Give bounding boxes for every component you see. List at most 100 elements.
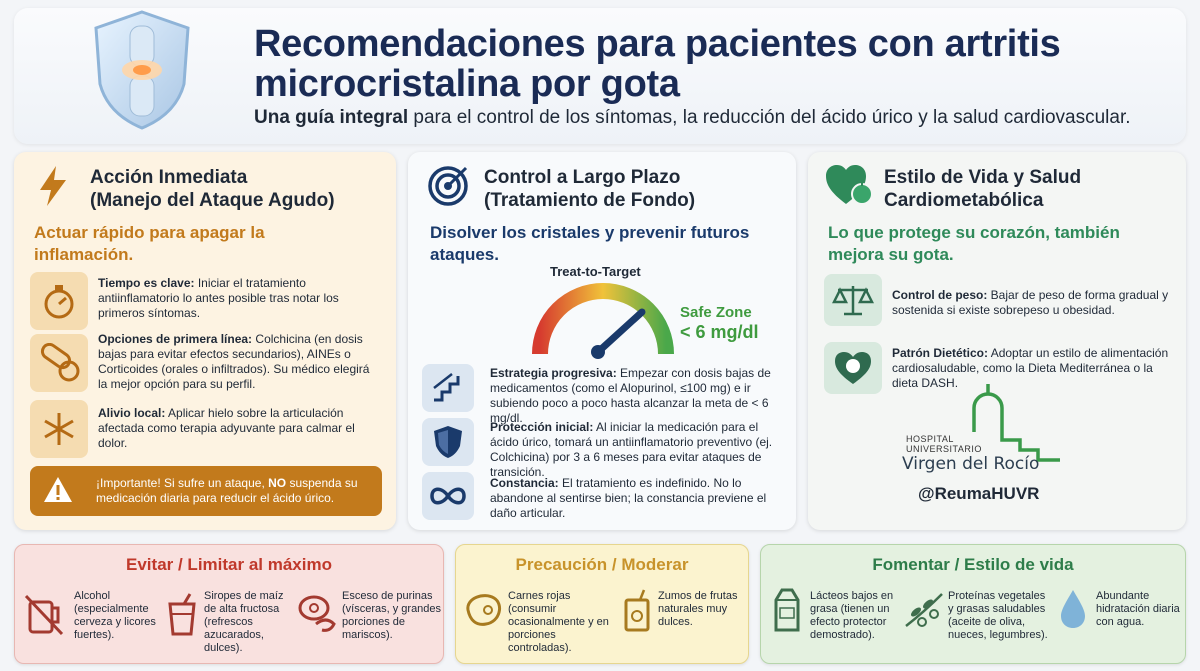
- card-acute-title: Acción Inmediata (Manejo del Ataque Agud…: [90, 166, 390, 212]
- acute-item-2-body: Colchicina (en dosis bajas para evitar e…: [98, 332, 370, 391]
- card-acute-sub-line-2: inflamación.: [34, 245, 134, 264]
- subtitle-rest: para el control de los síntomas, la redu…: [408, 107, 1131, 128]
- lifestyle-item-1-label: Control de peso:: [892, 288, 988, 302]
- card-lifestyle-subtitle: Lo que protege su corazón, también mejor…: [828, 222, 1178, 266]
- title-line-2: microcristalina por gota: [254, 63, 680, 105]
- page-subtitle: Una guía integral para el control de los…: [254, 106, 1174, 130]
- card-lifestyle-sub-line-2: mejora su gota.: [828, 245, 954, 264]
- longterm-item-3-body: El tratamiento es indefinido. No lo aban…: [490, 476, 767, 520]
- acute-item-1-text: Tiempo es clave: Iniciar el tratamiento …: [98, 276, 374, 321]
- longterm-item-2-text: Protección inicial: Al iniciar la medica…: [490, 420, 784, 480]
- snowflake-icon: [44, 413, 74, 445]
- olive-branch-icon: [905, 593, 943, 627]
- safe-zone-line-1: Safe Zone: [680, 304, 752, 321]
- card-lifestyle-title: Estilo de Vida y Salud Cardiometabólica: [884, 166, 1180, 212]
- warning-no: NO: [268, 476, 287, 490]
- lifestyle-item-2-label: Patrón Dietético:: [892, 346, 989, 360]
- warning-important: ¡Importante!: [96, 476, 161, 490]
- title-line-1: Recomendaciones para pacientes con artri…: [254, 23, 1061, 65]
- safe-zone-value: < 6 mg/dl: [680, 322, 759, 342]
- pills-icon-box: [30, 334, 88, 392]
- avoid-panel: [14, 544, 444, 664]
- longterm-item-1-label: Estrategia progresiva:: [490, 366, 617, 380]
- card-longterm-title-line-1: Control a Largo Plazo: [484, 167, 681, 188]
- scale-icon-box: [824, 274, 882, 326]
- scale-icon: [832, 286, 874, 316]
- hospital-logo-icon: [972, 384, 1060, 462]
- heart-plate-icon-box: [824, 342, 882, 394]
- acute-item-3-body: Aplicar hielo sobre la articulación afec…: [98, 406, 355, 450]
- stairs-icon-box: [422, 364, 474, 412]
- acute-item-2-text: Opciones de primera línea: Colchicina (e…: [98, 332, 380, 392]
- steak-icon: [466, 594, 502, 626]
- card-longterm: [408, 152, 796, 530]
- hospital-small-2: UNIVERSITARIO: [906, 444, 982, 454]
- shield-icon-box: [422, 418, 474, 466]
- card-longterm-subtitle: Disolver los cristales y prevenir futuro…: [430, 222, 790, 266]
- avoid-item-3-text: Esceso de purinas (vísceras, y grandes p…: [342, 590, 442, 641]
- card-lifestyle-title-line-2: Cardiometabólica: [884, 190, 1044, 211]
- card-acute-sub-line-1: Actuar rápido para apagar la: [34, 223, 265, 242]
- card-longterm-title-line-2: (Tratamiento de Fondo): [484, 190, 696, 211]
- longterm-item-1-body: Empezar con dosis bajas de medicamentos …: [490, 366, 771, 425]
- longterm-item-1-text: Estrategia progresiva: Empezar con dosis…: [490, 366, 782, 426]
- gauge-icon: [532, 283, 674, 359]
- encourage-item-1-text: Lácteos bajos en grasa (tienen un efecto…: [810, 590, 894, 641]
- warning-triangle-icon: [44, 477, 72, 502]
- hospital-name: Virgen del Rocío: [902, 454, 1040, 474]
- snowflake-icon-box: [30, 400, 88, 458]
- infinity-icon-box: [422, 472, 474, 520]
- stairs-icon: [433, 373, 460, 402]
- soda-cup-icon: [168, 593, 196, 636]
- card-lifestyle-title-line-1: Estilo de Vida y Salud: [884, 167, 1082, 188]
- caution-title: Precaución / Moderar: [515, 555, 689, 574]
- juice-box-icon: [624, 589, 650, 632]
- acute-item-2-label: Opciones de primera línea:: [98, 332, 253, 346]
- card-acute-subtitle: Actuar rápido para apagar la inflamación…: [34, 222, 384, 266]
- stopwatch-icon-box: [30, 272, 88, 330]
- no-beer-icon: [24, 594, 64, 636]
- warning-text: ¡Importante! Si sufre un ataque, NO susp…: [96, 476, 376, 506]
- warning-mid: Si sufre un ataque,: [160, 476, 269, 490]
- acute-item-3-text: Alivio local: Aplicar hielo sobre la art…: [98, 406, 374, 451]
- meat-shrimp-icon: [298, 595, 336, 632]
- caution-panel: [455, 544, 749, 664]
- stopwatch-icon: [44, 285, 74, 319]
- acute-item-1-label: Tiempo es clave:: [98, 276, 195, 290]
- encourage-item-2-text: Proteínas vegetales y grasas saludables …: [948, 590, 1048, 641]
- caution-item-1-text: Carnes rojas (consumir ocasionalmente y …: [508, 590, 609, 654]
- longterm-item-2-body: Al iniciar la medicación para el ácido ú…: [490, 420, 773, 479]
- page-title: Recomendaciones para pacientes con artri…: [254, 24, 1174, 104]
- infinity-icon: [430, 487, 466, 505]
- header-banner: [14, 8, 1186, 144]
- water-drop-icon: [1061, 590, 1085, 628]
- longterm-item-3-label: Constancia:: [490, 476, 559, 490]
- avoid-item-1-text: Alcohol (especialmente cerveza y licores…: [74, 590, 156, 641]
- lifestyle-item-2-body: Adoptar un estilo de alimentación cardio…: [892, 346, 1169, 390]
- avoid-item-2-text: Siropes de maíz de alta fructosa (refres…: [204, 590, 284, 654]
- longterm-item-2-label: Protección inicial:: [490, 420, 594, 434]
- card-longterm-sub-line-1: Disolver los cristales y prevenir futuro…: [430, 223, 750, 242]
- heart-apple-icon: [826, 165, 873, 205]
- hospital-small-1: HOSPITAL: [906, 434, 954, 444]
- subtitle-bold: Una guía integral: [254, 107, 409, 128]
- card-lifestyle-sub-line-1: Lo que protege su corazón, también: [828, 223, 1120, 242]
- longterm-item-3-text: Constancia: El tratamiento es indefinido…: [490, 476, 780, 521]
- lifestyle-item-1-text: Control de peso: Bajar de peso de forma …: [892, 288, 1178, 318]
- milk-carton-icon: [774, 588, 800, 632]
- caution-item-2-text: Zumos de frutas naturales muy dulces.: [658, 590, 738, 628]
- pills-icon: [40, 343, 80, 382]
- lightning-icon: [40, 166, 66, 206]
- lifestyle-item-2-text: Patrón Dietético: Adoptar un estilo de a…: [892, 346, 1178, 391]
- acute-item-1-body: Iniciar el tratamiento antiinflamatorio …: [98, 276, 339, 320]
- shield-icon: [434, 426, 462, 458]
- encourage-title: Fomentar / Estilo de vida: [872, 555, 1074, 574]
- heart-plate-icon: [835, 352, 871, 384]
- encourage-item-3-text: Abundante hidratación diaria con agua.: [1096, 590, 1180, 628]
- card-acute-title-line-1: Acción Inmediata: [90, 167, 248, 188]
- safe-zone-label: Safe Zone: [680, 304, 752, 322]
- card-longterm-title: Control a Largo Plazo (Tratamiento de Fo…: [484, 166, 784, 212]
- twitter-handle: @ReumaHUVR: [918, 484, 1040, 503]
- card-longterm-sub-line-2: ataques.: [430, 245, 499, 264]
- encourage-panel: [760, 544, 1186, 664]
